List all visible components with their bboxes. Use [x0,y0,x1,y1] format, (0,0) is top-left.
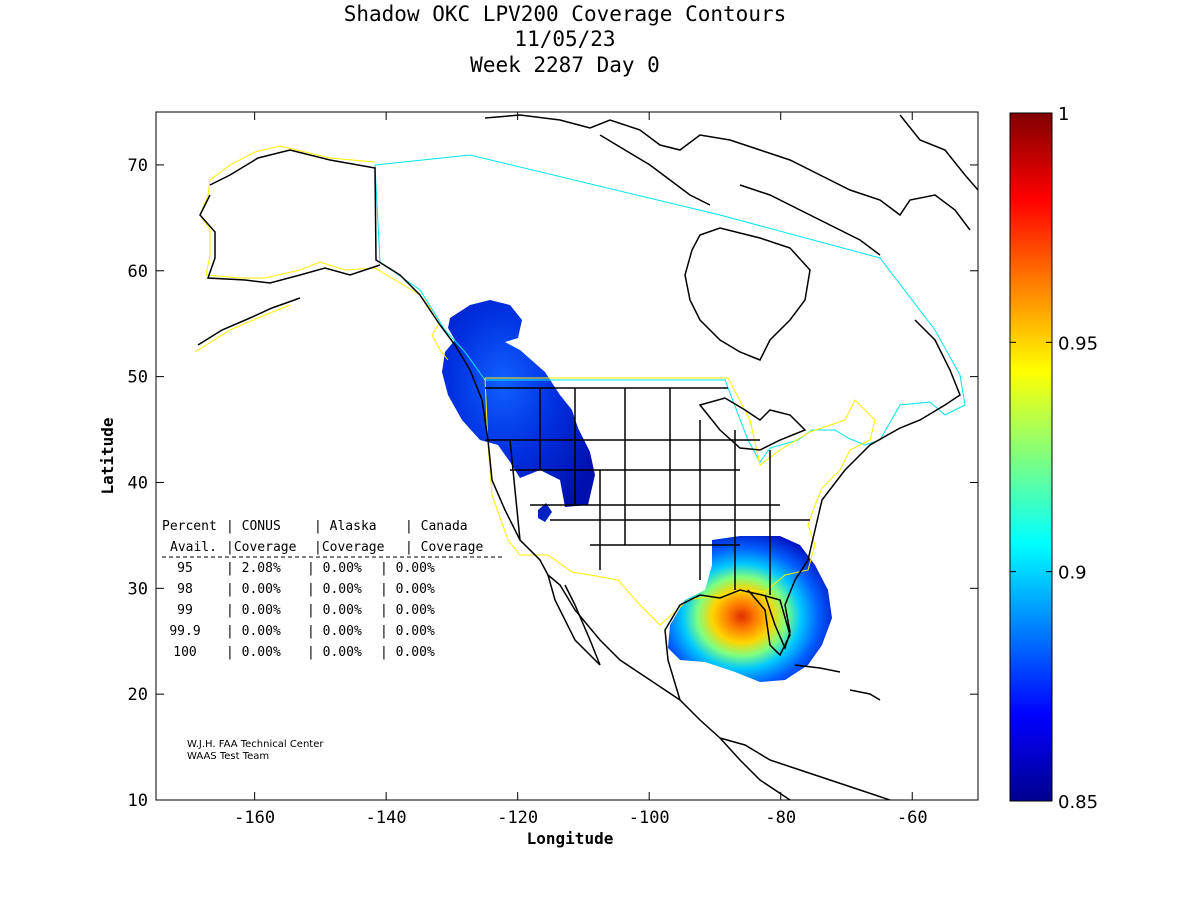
table-header-conus: | CONUS [226,519,281,534]
x-tick-label: -160 [234,808,275,828]
y-tick-label: 40 [128,473,148,493]
y-tick-label: 50 [128,368,148,388]
table-cell: | 0.00% [226,582,281,597]
colorbar-label: 0.95 [1058,333,1098,354]
x-tick-label: -60 [897,808,928,828]
y-tick-label: 30 [128,579,148,599]
y-tick-label: 60 [128,262,148,282]
y-tick-label: 10 [128,791,148,811]
x-tick-label: -100 [629,808,670,828]
credit-line-2: WAAS Test Team [187,751,269,762]
coverage-table: Percent | CONUS | Alaska | Canada Avail.… [162,519,502,660]
x-tick-label: -80 [765,808,796,828]
table-cell: | 0.00% [226,603,281,618]
x-axis-title: Longitude [527,829,614,848]
table-subheader-canada: | Coverage [405,540,483,555]
table-header-percent: Percent [162,519,217,534]
table-cell: 100 [173,645,196,660]
table-cell: | 0.00% [307,645,362,660]
y-tick-label: 70 [128,156,148,176]
coverage-region-pnw [442,300,595,507]
land-outlines [197,114,978,800]
aleutian-boundary [194,304,291,353]
chart-week: Week 2287 Day 0 [470,53,660,77]
canada-boundary [374,154,966,463]
coverage-region-nevada [538,503,552,522]
chart-title: Shadow OKC LPV200 Coverage Contours [343,2,787,26]
table-cell: 99.9 [169,624,200,639]
table-cell: | 0.00% [380,561,435,576]
table-cell: | 0.00% [307,624,362,639]
table-cell: 98 [177,582,193,597]
table-subheader-avail: Avail. [170,540,217,555]
colorbar-label: 0.85 [1058,792,1098,813]
plot-area [155,111,979,801]
table-cell: | 0.00% [380,624,435,639]
table-cell: | 0.00% [226,645,281,660]
x-tick-label: -120 [497,808,538,828]
colorbar-label: 1 [1058,104,1069,125]
table-cell: | 0.00% [307,603,362,618]
colorbar [1009,112,1053,802]
table-cell: | 2.08% [226,561,281,576]
y-tick-label: 20 [128,685,148,705]
conus-boundary [484,377,876,626]
table-cell: 99 [177,603,193,618]
credit-line-1: W.J.H. FAA Technical Center [187,739,324,750]
x-tick-label: -140 [366,808,407,828]
colorbar-label: 0.9 [1058,563,1087,584]
table-cell: | 0.00% [307,561,362,576]
y-axis-title: Latitude [98,417,117,494]
table-cell: | 0.00% [380,645,435,660]
table-header-alaska: | Alaska [314,519,377,534]
table-subheader-conus: |Coverage [226,540,297,555]
table-cell: | 0.00% [226,624,281,639]
table-cell: | 0.00% [380,603,435,618]
table-cell: | 0.00% [307,582,362,597]
table-header-canada: | Canada [405,519,468,534]
state-borders [485,387,810,595]
table-cell: | 0.00% [380,582,435,597]
coverage-region-southeast [668,536,832,682]
chart-date: 11/05/23 [514,27,616,51]
table-subheader-alaska: |Coverage [314,540,385,555]
table-cell: 95 [177,561,193,576]
